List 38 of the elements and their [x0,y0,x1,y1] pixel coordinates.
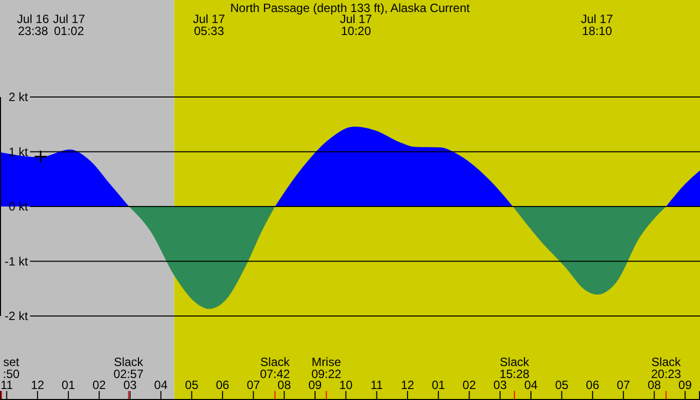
x-tick-label: 02 [462,378,476,392]
y-tick-label: -1 kt [4,254,29,268]
text: Jul 17 05:33 [192,12,226,38]
ref-line-label: Slack 07:42 [260,355,291,381]
x-tick-label: 05 [185,378,199,392]
x-tick-label: 03 [123,378,138,392]
x-tick-label: 06 [586,378,600,392]
x-tick-label: 12 [400,378,415,392]
x-tick-label: 08 [648,378,662,392]
x-tick-label: 11 [0,378,14,392]
x-tick-label: 04 [524,378,538,392]
text: Jul 16 23:38 [16,12,50,38]
text: Jul 17 01:02 [52,12,86,38]
x-tick-label: 07 [616,378,630,392]
chart-title: North Passage (depth 133 ft), Alaska Current [230,1,470,15]
x-tick-label: 11 [370,378,384,392]
ref-line-label: Slack 02:57 [113,355,144,381]
x-tick-label: 09 [678,378,692,392]
x-tick-label: 08 [278,378,292,392]
ref-line-label: set :50 [2,355,20,381]
x-tick-label: 12 [30,378,45,392]
text: Jul 17 10:20 [340,12,372,38]
x-tick-label: 05 [555,378,569,392]
x-tick-label: 10 [339,378,353,392]
ref-line-label: Slack 20:23 [651,355,682,381]
y-tick-label: -2 kt [4,309,29,324]
x-tick-label: 06 [216,378,230,392]
ref-line-label: Slack 15:28 [499,355,530,381]
x-tick-label: 09 [308,378,322,392]
x-tick-label: 01 [62,378,76,392]
y-tick-label: 2 kt [8,90,29,104]
x-tick-label: 03 [493,378,508,392]
x-tick-label: 07 [246,378,260,392]
x-tick-label: 02 [92,378,106,392]
ref-line-label: Mrise 09:22 [311,355,342,381]
x-tick-label: 04 [154,378,168,392]
text: Jul 17 18:10 [580,12,614,38]
x-tick-label: 01 [432,378,446,392]
